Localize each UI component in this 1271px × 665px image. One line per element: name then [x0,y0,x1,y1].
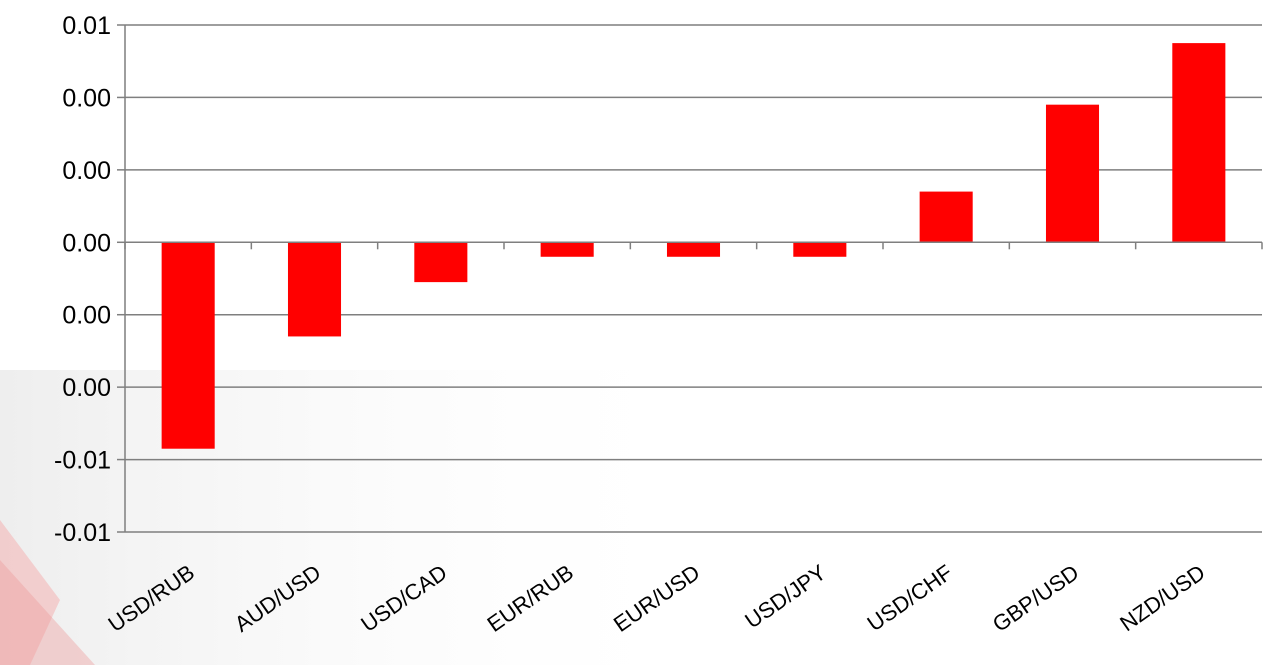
y-tick-label: -0.01 [54,447,111,475]
bar [414,242,468,283]
x-tick-label: NZD/USD [1115,560,1209,637]
bar [1172,43,1226,243]
y-tick-label: 0.00 [62,374,111,402]
bar [666,242,721,257]
y-tick-label: 0.00 [62,84,111,112]
x-tick-label: EUR/USD [609,560,704,637]
y-tick-label: 0.00 [62,302,111,330]
x-tick-label: GBP/USD [988,560,1083,637]
bar [161,242,215,449]
x-tick-label: USD/RUB [104,560,199,637]
y-tick-label: 0.01 [62,12,111,40]
bar [540,242,594,257]
x-tick-label: USD/CAD [356,560,451,637]
y-tick-label: 0.00 [62,157,111,185]
y-tick-label: -0.01 [54,519,111,547]
x-tick-label: USD/JPY [740,559,831,633]
y-tick-label: 0.00 [62,229,111,257]
y-tick-labels: -0.01 -0.01 0.00 0.00 0.00 0.00 0.00 0.01 [54,12,111,547]
x-tick-label: USD/CHF [863,560,957,637]
axes [124,25,1263,532]
bar [919,191,973,243]
bar [793,242,847,257]
bars [161,43,1226,449]
bar [1045,104,1100,243]
x-tick-label: AUD/USD [230,560,325,637]
x-tick-labels: USD/RUB AUD/USD USD/CAD EUR/RUB EUR/USD USD/J… [104,559,1210,636]
bar [287,242,342,337]
x-tick-label: EUR/RUB [483,560,578,637]
